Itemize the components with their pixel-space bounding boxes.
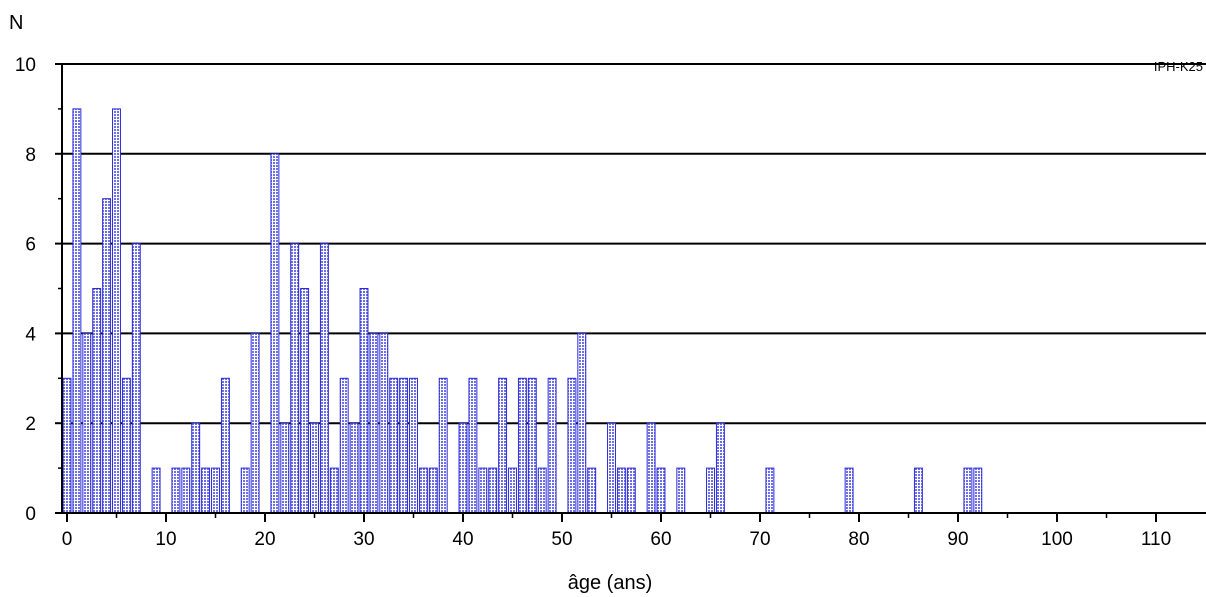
y-tick-label-10: 10 xyxy=(15,55,36,76)
bar-71 xyxy=(765,467,775,514)
bar-13 xyxy=(191,422,201,514)
bar-29 xyxy=(349,422,359,514)
x-tick-label-10: 10 xyxy=(155,529,176,550)
x-tick-label-30: 30 xyxy=(353,529,374,550)
bar-11 xyxy=(171,467,181,514)
bar-44 xyxy=(498,377,508,514)
bar-22 xyxy=(280,422,290,514)
bar-53 xyxy=(587,467,597,514)
bar-37 xyxy=(428,467,438,514)
axes xyxy=(55,63,1206,522)
bar-79 xyxy=(844,467,854,514)
bar-26 xyxy=(319,243,329,514)
bar-36 xyxy=(418,467,428,514)
bar-48 xyxy=(537,467,547,514)
x-tick-label-60: 60 xyxy=(650,529,671,550)
bar-52 xyxy=(577,332,587,514)
bar-3 xyxy=(92,288,102,514)
bar-0 xyxy=(62,377,72,514)
x-tick-label-50: 50 xyxy=(551,529,572,550)
bar-19 xyxy=(250,332,260,514)
x-tick-label-70: 70 xyxy=(749,529,770,550)
bar-28 xyxy=(339,377,349,514)
bar-45 xyxy=(508,467,517,514)
x-tick-label-0: 0 xyxy=(62,529,73,550)
bar-55 xyxy=(607,422,616,514)
bar-66 xyxy=(715,422,725,514)
bar-16 xyxy=(220,377,230,514)
bar-4 xyxy=(102,198,112,514)
bar-12 xyxy=(181,467,191,514)
bar-62 xyxy=(676,467,686,514)
x-tick-label-90: 90 xyxy=(947,529,968,550)
x-tick-label-20: 20 xyxy=(254,529,275,550)
bar-21 xyxy=(270,153,280,514)
bar-6 xyxy=(121,377,131,514)
y-tick-label-6: 6 xyxy=(25,235,36,256)
y-tick-label-0: 0 xyxy=(25,504,36,525)
x-tick-label-40: 40 xyxy=(452,529,473,550)
bar-2 xyxy=(82,332,92,514)
bar-40 xyxy=(458,422,468,514)
bar-15 xyxy=(211,467,220,514)
bar-34 xyxy=(399,377,409,514)
bar-25 xyxy=(310,422,319,514)
y-tick-label-2: 2 xyxy=(25,414,36,435)
bar-47 xyxy=(527,377,537,514)
bar-43 xyxy=(488,467,498,514)
y-axis-title: N xyxy=(9,12,23,34)
x-tick-label-100: 100 xyxy=(1041,529,1073,550)
bar-24 xyxy=(300,288,310,514)
bar-57 xyxy=(626,467,636,514)
bar-56 xyxy=(616,467,626,514)
x-tick-label-80: 80 xyxy=(848,529,869,550)
bar-41 xyxy=(468,377,478,514)
bar-14 xyxy=(201,467,211,514)
bar-60 xyxy=(656,467,666,514)
grid-lines xyxy=(62,63,1206,425)
x-axis-title: âge (ans) xyxy=(568,572,653,594)
y-tick-label-8: 8 xyxy=(25,145,36,166)
bar-9 xyxy=(151,467,161,514)
bar-5 xyxy=(112,108,121,514)
bar-65 xyxy=(706,467,715,514)
bar-30 xyxy=(359,288,369,514)
bar-23 xyxy=(290,243,300,514)
bar-32 xyxy=(379,332,389,514)
bar-27 xyxy=(329,467,339,514)
bars xyxy=(62,108,983,514)
bar-33 xyxy=(389,377,399,514)
bar-91 xyxy=(963,467,973,514)
bar-42 xyxy=(478,467,488,514)
bar-35 xyxy=(409,377,418,514)
bar-38 xyxy=(438,377,448,514)
bar-49 xyxy=(547,377,557,514)
bar-18 xyxy=(240,467,250,514)
y-tick-label-4: 4 xyxy=(25,324,36,345)
bar-31 xyxy=(369,332,379,514)
bar-46 xyxy=(517,377,527,514)
chart-annotation: IPH-K25 xyxy=(1154,59,1203,74)
bar-92 xyxy=(973,467,983,514)
bar-1 xyxy=(72,108,82,514)
bar-59 xyxy=(646,422,656,514)
bar-86 xyxy=(913,467,923,514)
x-tick-label-110: 110 xyxy=(1141,529,1171,550)
bar-51 xyxy=(567,377,577,514)
bar-7 xyxy=(131,243,141,514)
